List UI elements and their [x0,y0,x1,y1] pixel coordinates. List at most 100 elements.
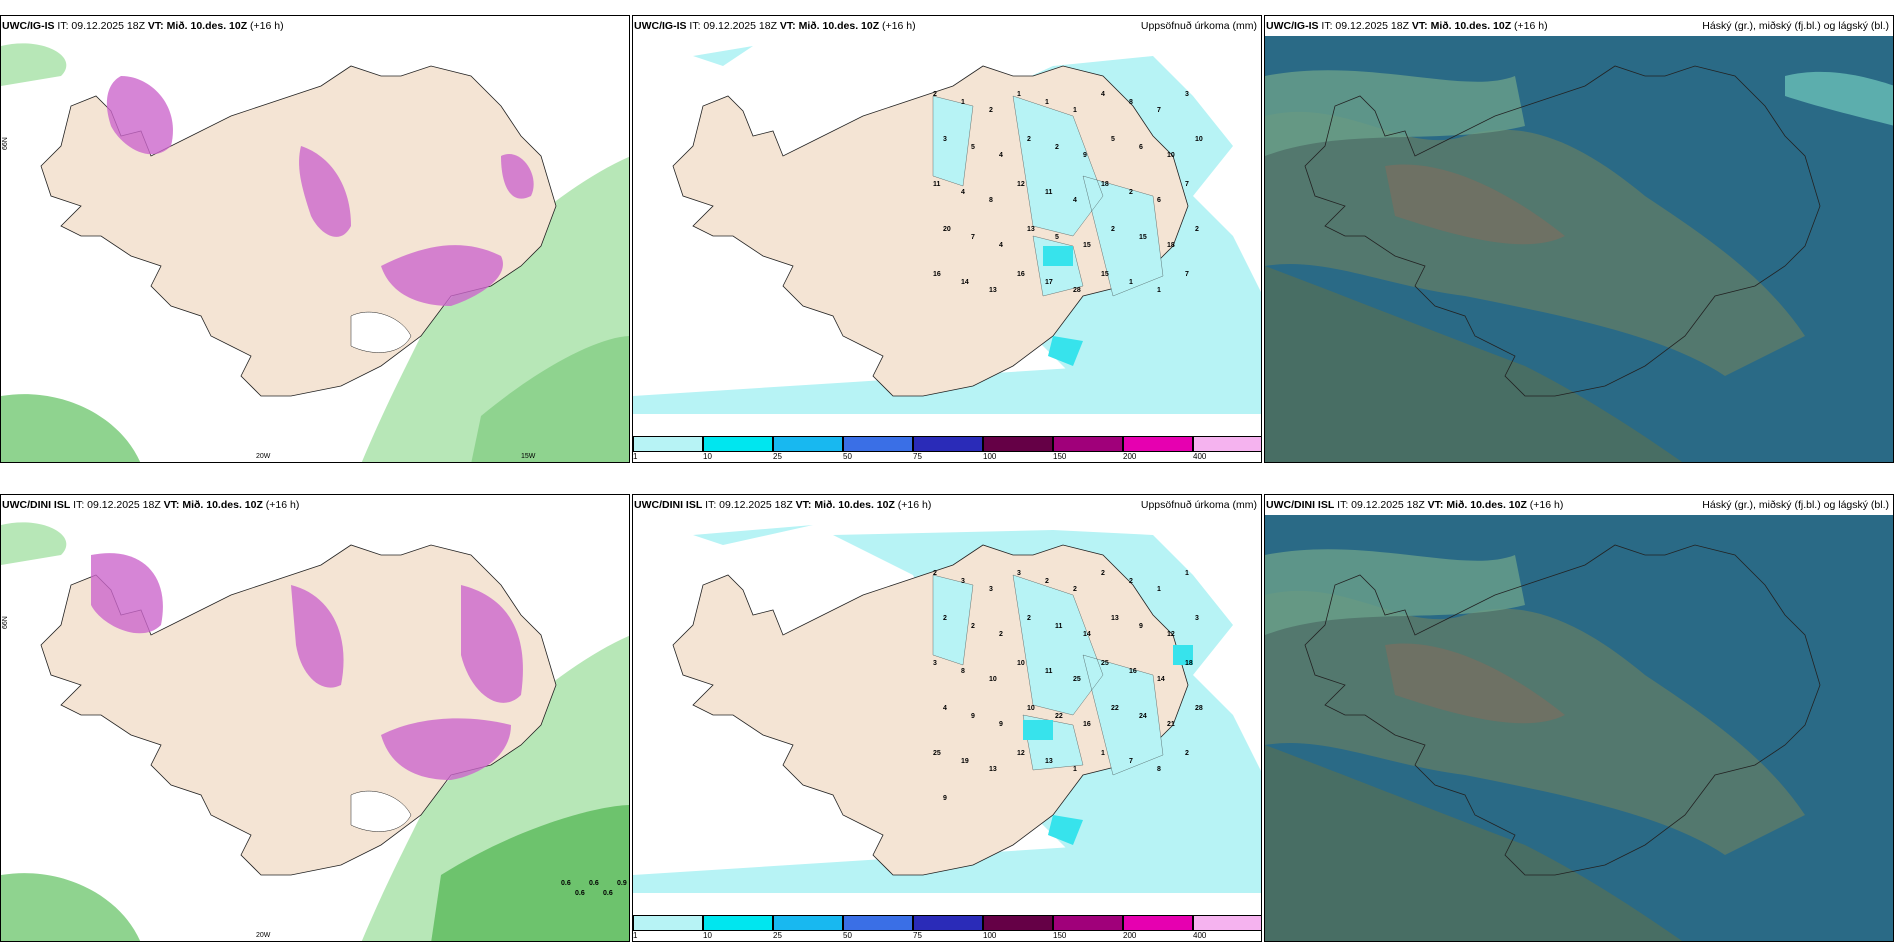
precip-value: 3 [1185,91,1189,98]
precip-map: 2121114873354229561010114812114182672074… [633,36,1261,462]
precip-value: 8 [961,668,965,675]
precip-value: 1 [1017,91,1021,98]
precip-value: 3 [1017,570,1021,577]
lead-time: (+16 h) [265,499,300,511]
precip-value: 7 [1157,107,1161,114]
colorbar-tick: 75 [913,452,922,461]
precip-panel-top: UWC/IG-IS IT: 09.12.2025 18Z VT: Mið. 10… [632,15,1262,463]
precip-value: 11 [933,181,941,188]
precip-value: 1 [961,99,965,106]
precip-value: 4 [943,705,947,712]
colorbar-tick: 1 [633,931,638,940]
snow-value: 0.6 [561,880,571,887]
precip-value: 4 [961,189,965,196]
precip-value: 15 [1139,234,1147,241]
snow-value: 0.6 [575,890,585,897]
colorbar-tick: 200 [1123,452,1137,461]
colorbar-swatch [913,915,983,931]
colorbar-swatch [1123,436,1193,452]
precip-value: 2 [1129,189,1133,196]
issue-time: IT: 09.12.2025 18Z [73,499,161,511]
precip-panel-bottom: UWC/DINI ISL IT: 09.12.2025 18Z VT: Mið.… [632,494,1262,942]
precip-value: 14 [1083,631,1091,638]
precip-value: 3 [961,578,965,585]
valid-time: Mið. 10.des. 10Z [1430,20,1512,32]
colorbar-swatch [703,436,773,452]
precip-value: 5 [1055,234,1059,241]
colorbar-swatch [1053,436,1123,452]
precip-value: 10 [1167,152,1175,159]
precip-value: 1 [1129,279,1133,286]
precip-value: 2 [1111,226,1115,233]
precip-value: 4 [1073,197,1077,204]
colorbar-swatch [703,915,773,931]
colorbar-swatch [913,436,983,452]
colorbar: 1 10 25 50 75 100 150 200 400 [633,911,1261,941]
cloud-map [1265,36,1893,462]
vt-label: VT: [163,499,180,511]
precip-value: 9 [943,795,947,802]
precip-value: 10 [1017,660,1025,667]
precip-value: 5 [971,144,975,151]
vt-label: VT: [147,20,164,32]
colorbar-swatch [773,436,843,452]
precip-value: 15 [1083,242,1091,249]
colorbar-tick: 400 [1193,452,1207,461]
precip-value: 2 [1073,586,1077,593]
vt-label: VT: [1427,499,1444,511]
precip-value: 4 [999,242,1003,249]
precip-value: 8 [1157,766,1161,773]
model-name: UWC/IG-IS [634,20,687,32]
precip-value: 19 [961,758,969,765]
colorbar-tick: 150 [1053,452,1067,461]
precip-value: 2 [1027,615,1031,622]
precip-value: 28 [1073,287,1081,294]
precip-value: 2 [1027,136,1031,143]
lead-time: (+16 h) [1529,499,1564,511]
wind-panel-bottom: UWC/DINI ISL IT: 09.12.2025 18Z VT: Mið.… [0,494,630,942]
precip-value: 13 [1027,226,1035,233]
precip-value: 1 [1073,107,1077,114]
precip-value: 2 [1195,226,1199,233]
precip-value: 4 [999,152,1003,159]
precip-value: 9 [999,721,1003,728]
precip-value: 2 [971,623,975,630]
precip-value: 1 [1157,586,1161,593]
model-name: UWC/DINI ISL [1266,499,1335,511]
colorbar-tick: 200 [1123,931,1137,940]
valid-time: Mið. 10.des. 10Z [814,499,895,511]
valid-time: Mið. 10.des. 10Z [798,20,880,32]
colorbar-tick: 50 [843,931,852,940]
precip-value: 3 [989,586,993,593]
model-name: UWC/DINI ISL [634,499,703,511]
precip-value: 18 [1101,181,1109,188]
vt-label: VT: [795,499,812,511]
iceland-outline [1304,544,1821,876]
precip-value: 15 [1101,271,1109,278]
panel-header: UWC/DINI ISL IT: 09.12.2025 18Z VT: Mið.… [1,495,629,515]
panel-header: UWC/DINI ISL IT: 09.12.2025 18Z VT: Mið.… [633,495,1261,515]
colorbar-swatch [843,436,913,452]
precip-value: 2 [943,615,947,622]
snow-value: 0.6 [589,880,599,887]
precip-value: 2 [989,107,993,114]
wind-snow-map: 0.60.60.60.60.90.90.6 66N 20W [1,515,629,941]
precip-value: 11 [1055,623,1063,630]
lead-time: (+16 h) [882,20,916,32]
precip-value: 2 [1101,570,1105,577]
issue-time: IT: 09.12.2025 18Z [1337,499,1425,511]
precip-value: 6 [1139,144,1143,151]
model-name: UWC/IG-IS [2,20,55,32]
wind-snow-map: 66N 20W 15W [1,36,629,462]
precip-value: 9 [1139,623,1143,630]
precip-value: 12 [1167,631,1175,638]
precip-value: 2 [933,91,937,98]
precip-value: 2 [1045,578,1049,585]
colorbar-tick: 10 [703,931,712,940]
model-name: UWC/DINI ISL [2,499,71,511]
precip-value: 4 [1101,91,1105,98]
panel-title: Háský (gr.), miðský (fj.bl.) og lágský (… [1702,20,1889,32]
colorbar-swatch [773,915,843,931]
lead-time: (+16 h) [897,499,932,511]
precip-value: 10 [989,676,997,683]
